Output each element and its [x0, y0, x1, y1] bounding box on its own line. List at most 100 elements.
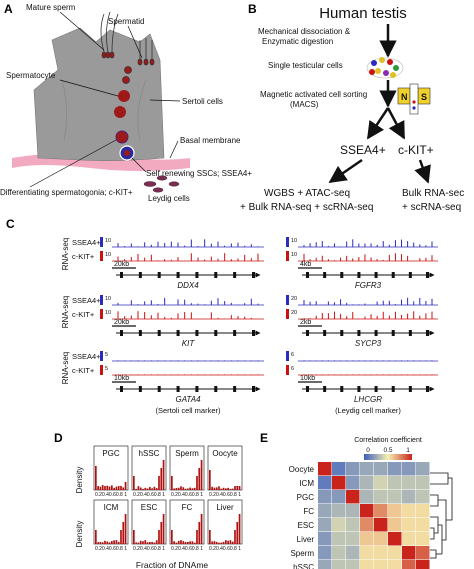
d-bar: [209, 530, 211, 544]
panel-b: B Human testis Mechanical dissociation &…: [240, 2, 464, 213]
c-scale-ssea4: [286, 237, 289, 247]
c-exon: [138, 272, 142, 278]
d-bar: [142, 541, 144, 544]
e-legend-tick-1: 0.5: [383, 447, 392, 454]
c-exon: [138, 386, 142, 392]
e-cell: [416, 560, 430, 569]
e-cell: [318, 518, 332, 532]
d-bar: [117, 486, 120, 490]
d-bar: [229, 488, 232, 490]
d-bar: [97, 486, 99, 490]
e-cell: [374, 518, 388, 532]
e-cell: [388, 532, 402, 546]
d-bar: [122, 522, 125, 544]
fraction-ckit: c-KIT+: [398, 143, 434, 157]
c-scalebar-label: 4kb: [300, 261, 311, 268]
e-cell: [346, 546, 360, 560]
assay-ckit-line2: + scRNA-seq: [402, 202, 461, 213]
d-sample-label: FC: [182, 503, 193, 512]
e-cell: [402, 532, 416, 546]
d-bar: [124, 482, 127, 490]
single-cells-cluster: [366, 57, 404, 79]
e-cell: [346, 560, 360, 569]
c-exon: [120, 386, 123, 392]
e-cell: [332, 518, 346, 532]
d-bar: [189, 487, 191, 490]
c-scale-ssea4: [100, 351, 103, 361]
spermatocyte-cell: [118, 90, 130, 102]
c-exon: [157, 272, 161, 278]
d-bar: [187, 541, 189, 544]
d-xlabel: Fraction of DNAme: [136, 560, 209, 569]
e-cell: [416, 490, 430, 504]
d-bar: [122, 487, 125, 490]
d-bar: [99, 541, 102, 544]
c-scale-max-ckit: 5: [105, 366, 108, 372]
d-bar: [236, 522, 239, 544]
d-frame: [207, 445, 243, 491]
d-bar: [218, 486, 220, 490]
d-bar: [231, 541, 234, 544]
c-row-label-1: RNA-seq: [61, 238, 70, 270]
c-scale-max-ckit: 10: [105, 252, 111, 258]
e-cell: [318, 560, 332, 569]
e-cell: [374, 560, 388, 569]
e-cell: [332, 462, 346, 476]
e-cell: [346, 532, 360, 546]
d-bar: [180, 540, 182, 544]
d-bar: [175, 542, 178, 544]
c-exon: [340, 272, 344, 278]
leydig-cells: [143, 175, 180, 193]
d-bar: [139, 540, 142, 544]
d-bar: [120, 485, 122, 490]
e-cell: [374, 532, 388, 546]
d-bar: [196, 530, 198, 544]
d-bar: [220, 488, 223, 490]
c-exon: [233, 386, 237, 392]
d-bar: [171, 530, 173, 544]
d-bar: [196, 476, 198, 490]
d-tick-labels: 0.20.40.60.8 1: [209, 492, 241, 498]
d-tick-labels: 0.20.40.60.8 1: [95, 546, 127, 552]
label-sertoli: Sertoli cells: [182, 97, 223, 106]
d-bar: [137, 542, 140, 544]
e-cell: [332, 532, 346, 546]
assay-ckit-line1: Bulk RNA-sec: [402, 188, 464, 199]
d-bar: [198, 522, 201, 544]
d-histogram-5: ICM 0.20.40.60.8 1: [93, 499, 129, 552]
e-cell: [318, 476, 332, 490]
e-row-label: ESC: [298, 521, 315, 530]
d-bar: [193, 487, 196, 490]
e-cell: [332, 476, 346, 490]
d-bar: [209, 470, 211, 490]
e-cell: [402, 560, 416, 569]
d-ylabel-bottom: Density: [75, 521, 84, 548]
d-bar: [187, 488, 189, 490]
c-exon: [357, 330, 361, 336]
d-bar: [229, 540, 232, 544]
c-exon: [340, 330, 344, 336]
d-histogram-6: ESC 0.20.40.60.8 1: [131, 499, 167, 552]
c-track-ssea4-label-3: SSEA4+: [72, 352, 101, 361]
d-bar: [191, 488, 194, 490]
d-sample-label: Oocyte: [212, 449, 238, 458]
d-bar: [211, 486, 213, 490]
c-scale-ckit: [286, 365, 289, 375]
c-exon: [120, 272, 123, 278]
e-cell: [360, 518, 374, 532]
d-tick-labels: 0.20.40.60.8 1: [171, 492, 203, 498]
d-tick-labels: 0.20.40.60.8 1: [171, 546, 203, 552]
e-cell: [332, 560, 346, 569]
d-sample-label: hSSC: [139, 449, 160, 458]
c-exon: [306, 272, 309, 278]
c-exon: [195, 330, 199, 336]
e-cell: [318, 546, 332, 560]
d-bar: [173, 488, 175, 490]
e-cell: [346, 476, 360, 490]
c-exon: [391, 330, 395, 336]
panel-c: C RNA-seq SSEA4+c-KIT+101020kbDDX410104kb…: [6, 217, 438, 415]
c-exon: [323, 330, 327, 336]
c-gene-name: LHCGR: [354, 395, 382, 404]
c-exon: [176, 386, 180, 392]
c-scale-max-ssea4: 10: [105, 238, 111, 244]
